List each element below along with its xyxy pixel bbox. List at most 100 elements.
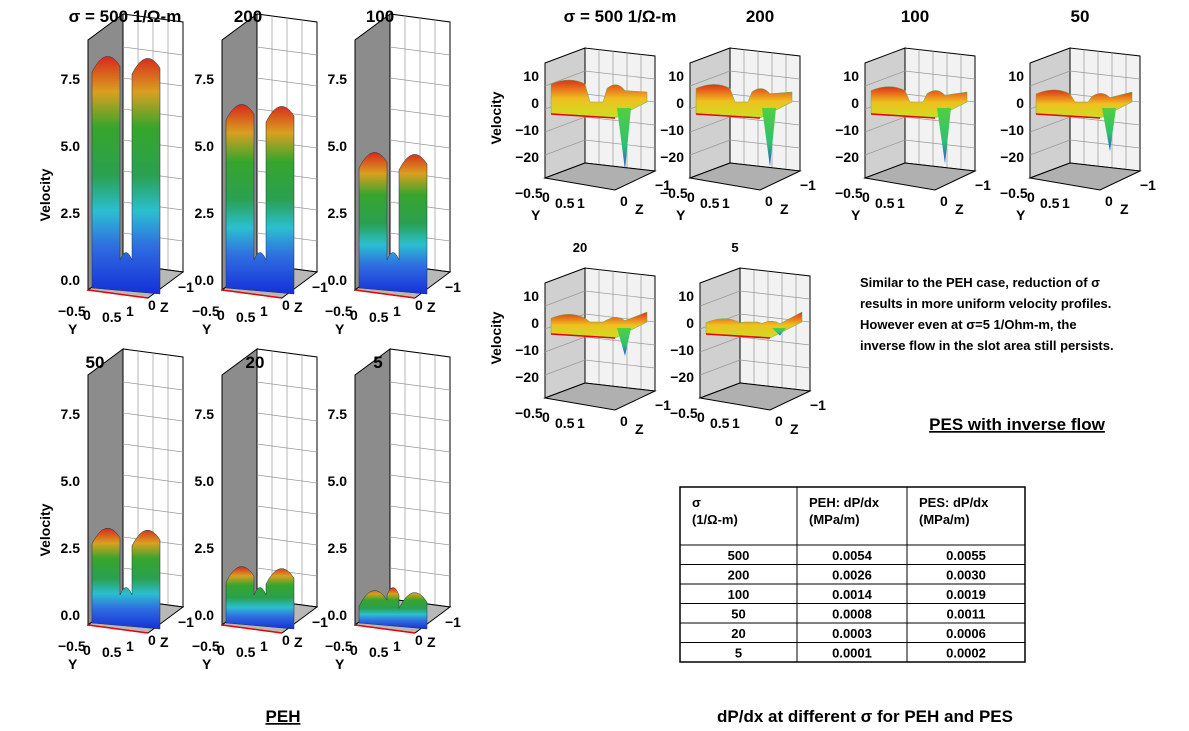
table-cell: 0.0055 <box>946 548 986 563</box>
grid-line <box>1029 139 1071 156</box>
v-tick-label: 0 <box>676 95 684 111</box>
grid-line <box>256 381 318 391</box>
grid-line <box>122 505 184 515</box>
grid-line <box>256 46 318 56</box>
grid-line <box>864 116 906 133</box>
v-tick-label: 2.5 <box>328 540 348 556</box>
table-cell: 0.0019 <box>946 587 986 602</box>
v-tick-label: 2.5 <box>61 205 81 221</box>
z-tick-label: 0 <box>415 632 423 648</box>
y-axis-label: Y <box>851 207 861 223</box>
v-tick-label: 10 <box>678 288 694 304</box>
grid-line <box>904 70 976 80</box>
pes-caption: PES with inverse flow <box>929 415 1105 434</box>
z-axis-label: Z <box>294 299 303 315</box>
surface <box>91 56 161 295</box>
surface <box>358 152 428 295</box>
table-cell: 0.0014 <box>832 587 873 602</box>
panel-title: 20 <box>573 240 587 255</box>
v-tick-label: −10 <box>515 342 539 358</box>
surface <box>225 104 295 295</box>
table-cell: 5 <box>735 646 742 661</box>
panel-title: 20 <box>246 353 265 372</box>
grid-line <box>122 381 184 391</box>
v-tick-label: −20 <box>1000 149 1024 165</box>
v-tick-label: 5.0 <box>195 138 215 154</box>
z-tick-label: −1 <box>312 614 328 630</box>
y-tick-label: −0.5 <box>660 185 688 201</box>
grid-line <box>1029 70 1071 87</box>
v-tick-label: 2.5 <box>195 540 215 556</box>
y-tick-label: −0.5 <box>58 303 86 319</box>
v-tick-label: 10 <box>523 288 539 304</box>
y-axis-label: Y <box>335 656 345 672</box>
y-tick-label: 1 <box>1062 195 1070 211</box>
table-header: PEH: dP/dx <box>809 495 880 510</box>
v-tick-label: −20 <box>835 149 859 165</box>
note-line: results in more uniform velocity profile… <box>860 296 1111 311</box>
table-cell: 50 <box>731 607 745 622</box>
v-tick-label: 5.0 <box>195 473 215 489</box>
z-axis-label: Z <box>427 299 436 315</box>
grid-line <box>544 336 586 353</box>
grid-line <box>584 139 656 149</box>
floor <box>1028 162 1142 191</box>
table-cell: 0.0008 <box>832 607 872 622</box>
y-tick-label: 0.5 <box>555 415 575 431</box>
table-cell: 0.0003 <box>832 626 872 641</box>
dip <box>617 328 631 356</box>
y-axis-label: Y <box>335 321 345 337</box>
v-tick-label: 7.5 <box>61 406 81 422</box>
peh-plot <box>353 348 452 634</box>
y-tick-label: 0.5 <box>236 309 256 325</box>
v-tick-label: 2.5 <box>195 205 215 221</box>
v-axis-label: Velocity <box>37 503 53 556</box>
dip <box>772 328 786 336</box>
v-tick-label: 0.0 <box>195 607 215 623</box>
y-axis-label: Y <box>68 656 78 672</box>
z-tick-label: 0 <box>940 193 948 209</box>
v-tick-label: 10 <box>523 68 539 84</box>
table-cell: 0.0002 <box>946 646 986 661</box>
v-tick-label: 5.0 <box>61 473 81 489</box>
grid-line <box>389 567 451 577</box>
grid-line <box>256 474 318 484</box>
left-wall <box>354 348 391 626</box>
table-cell: 0.0054 <box>832 548 873 563</box>
y-tick-label: −0.5 <box>1000 185 1028 201</box>
peh-plot <box>220 348 319 634</box>
panel-title: 50 <box>86 353 105 372</box>
v-tick-label: 7.5 <box>328 71 348 87</box>
z-tick-label: 0 <box>148 297 156 313</box>
grid-line <box>389 474 451 484</box>
table-cell: 0.0026 <box>832 568 872 583</box>
v-tick-label: 2.5 <box>328 205 348 221</box>
y-tick-label: 0.5 <box>102 309 122 325</box>
surface <box>91 528 161 630</box>
grid-line <box>122 443 184 453</box>
y-axis-label: Y <box>202 321 212 337</box>
v-axis-label: Velocity <box>37 168 53 221</box>
table-border <box>679 486 1026 663</box>
baseline <box>705 333 771 339</box>
baseline <box>870 113 936 119</box>
grid-line <box>584 336 656 346</box>
z-tick-label: 0 <box>620 193 628 209</box>
v-tick-label: −10 <box>515 122 539 138</box>
y-axis-label: Y <box>68 321 78 337</box>
baseline <box>87 289 149 299</box>
baseline <box>221 624 283 634</box>
v-tick-label: −10 <box>670 342 694 358</box>
y-axis-label: Y <box>531 207 541 223</box>
floor <box>543 162 657 191</box>
v-tick-label: 10 <box>1008 68 1024 84</box>
grid-line <box>389 139 451 149</box>
table-header: σ <box>692 495 701 510</box>
y-tick-label: −0.5 <box>192 303 220 319</box>
z-tick-label: 0 <box>415 297 423 313</box>
peh-caption: PEH <box>266 707 301 726</box>
v-tick-label: −20 <box>515 369 539 385</box>
grid-line <box>544 116 586 133</box>
surface <box>358 587 428 630</box>
